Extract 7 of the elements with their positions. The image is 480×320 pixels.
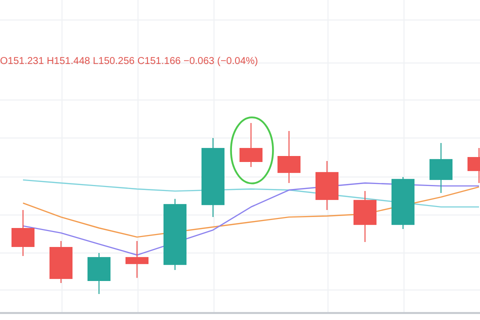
candlestick: [240, 122, 262, 168]
text: O151.231 H151.448 L150.256 C151.166 −0.063 (−0.04%): [0, 56, 258, 67]
candlestick: [278, 130, 300, 184]
candlestick: [430, 142, 452, 194]
candlestick: [12, 210, 34, 257]
candlestick: [88, 252, 110, 294]
candlestick: [126, 240, 148, 278]
